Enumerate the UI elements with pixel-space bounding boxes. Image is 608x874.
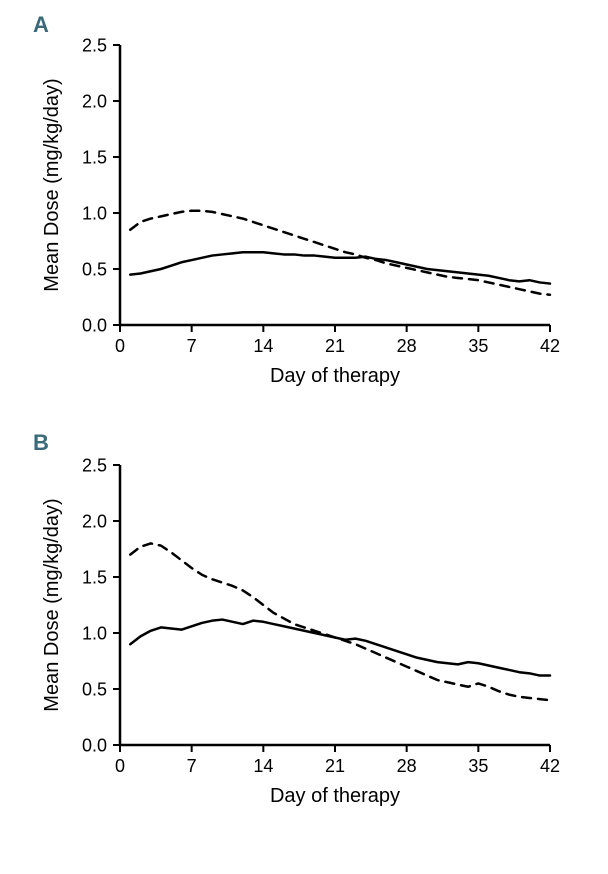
svg-text:2.5: 2.5 — [82, 35, 107, 55]
svg-text:2.0: 2.0 — [82, 91, 107, 111]
svg-text:14: 14 — [253, 336, 273, 356]
svg-text:28: 28 — [397, 756, 417, 776]
svg-text:1.5: 1.5 — [82, 567, 107, 587]
svg-text:0: 0 — [115, 756, 125, 776]
svg-text:0.0: 0.0 — [82, 315, 107, 335]
svg-text:7: 7 — [187, 756, 197, 776]
chart-svg: 0 7 14 21 28 35 42 0.0 0.5 1.0 1.5 2.0 2.5 Day of the… — [0, 0, 608, 874]
svg-text:1.0: 1.0 — [82, 203, 107, 223]
svg-text:0: 0 — [115, 336, 125, 356]
svg-text:1.0: 1.0 — [82, 623, 107, 643]
svg-text:21: 21 — [325, 756, 345, 776]
svg-text:Day of therapy: Day of therapy — [270, 365, 400, 387]
svg-text:2.0: 2.0 — [82, 511, 107, 531]
svg-text:35: 35 — [468, 336, 488, 356]
svg-text:Day of therapy: Day of therapy — [270, 785, 400, 807]
figure-container: A B 0 7 14 21 28 35 42 0.0 0.5 1.0 1.5 2.0 2.5 Day of… — [0, 0, 608, 874]
svg-text:0.5: 0.5 — [82, 259, 107, 279]
svg-text:Mean Dose (mg/kg/day): Mean Dose (mg/kg/day) — [41, 78, 63, 291]
svg-text:42: 42 — [540, 756, 560, 776]
svg-text:42: 42 — [540, 336, 560, 356]
svg-text:2.5: 2.5 — [82, 455, 107, 475]
svg-text:0.0: 0.0 — [82, 735, 107, 755]
panel-a-label: A — [33, 12, 49, 38]
svg-text:14: 14 — [253, 756, 273, 776]
panel-b-label: B — [33, 430, 49, 456]
svg-text:28: 28 — [397, 336, 417, 356]
svg-text:35: 35 — [468, 756, 488, 776]
svg-text:0.5: 0.5 — [82, 679, 107, 699]
svg-text:7: 7 — [187, 336, 197, 356]
svg-text:21: 21 — [325, 336, 345, 356]
svg-text:1.5: 1.5 — [82, 147, 107, 167]
svg-text:Mean Dose (mg/kg/day): Mean Dose (mg/kg/day) — [41, 498, 63, 711]
